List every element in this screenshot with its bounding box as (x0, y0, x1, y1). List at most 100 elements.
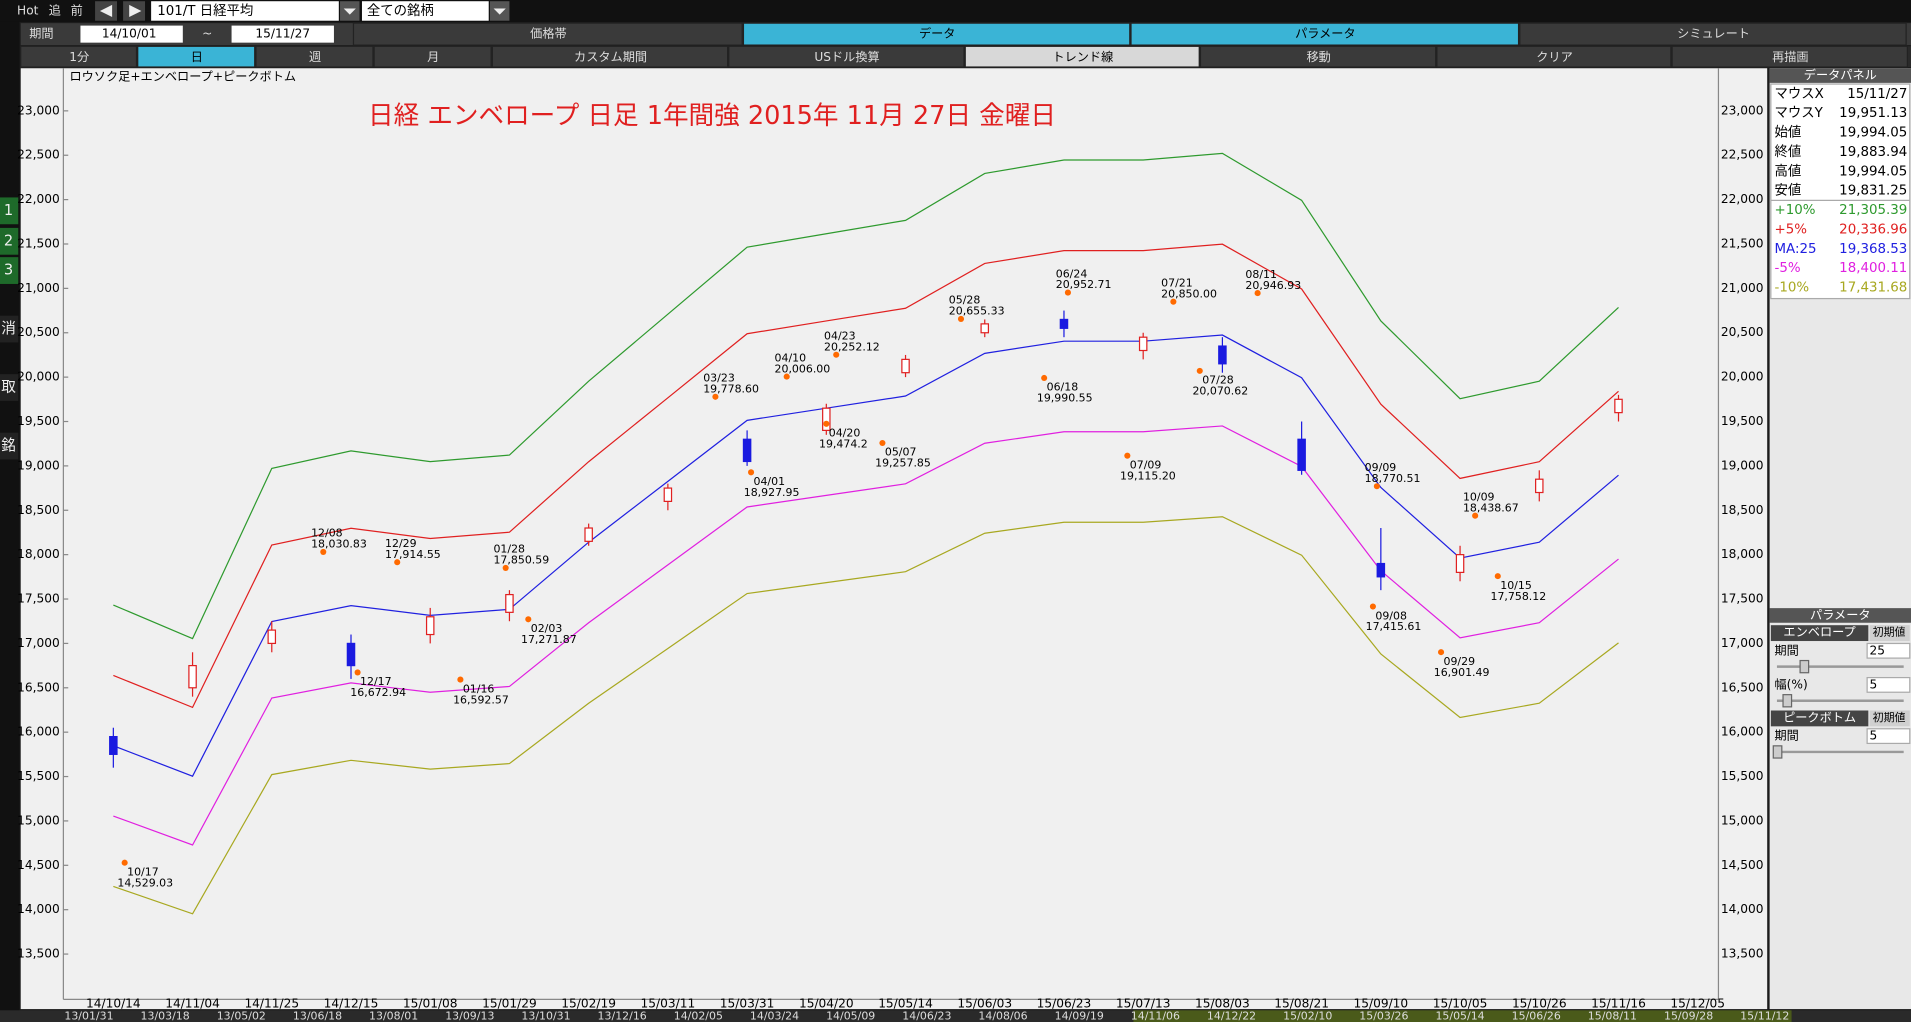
hot-button[interactable]: Hot (17, 3, 39, 17)
bottom-label: 17,271.87 (521, 633, 577, 646)
x-tick-label: 14/10/14 (86, 997, 141, 1011)
envelope-line (113, 516, 1619, 915)
sidebar-label[interactable]: 3 (4, 262, 13, 279)
slider-knob[interactable] (1782, 694, 1793, 708)
timeframe-button[interactable] (728, 45, 965, 68)
peak-label: 17,850.59 (493, 554, 549, 567)
param-input[interactable] (1866, 676, 1911, 693)
candle-body (742, 438, 752, 463)
timeframe-label[interactable]: USドル換算 (814, 49, 879, 64)
date-from-box[interactable] (80, 25, 183, 43)
timeframe-button[interactable] (255, 45, 374, 68)
tab-label[interactable]: 価格帯 (530, 26, 567, 41)
y-tick-label: 13,500 (17, 947, 60, 961)
sidebar-button[interactable] (0, 227, 19, 255)
reset-label[interactable]: 初期値 (1873, 626, 1906, 639)
peak-marker (525, 616, 532, 623)
bottom-label: 18,927.95 (744, 486, 800, 499)
tab-label[interactable]: シミュレート (1677, 27, 1750, 41)
timeframe-button[interactable] (20, 45, 138, 68)
data-panel-label: MA:25 (1775, 242, 1817, 257)
timeframe-label[interactable]: クリア (1536, 50, 1573, 64)
param-label: 幅(%) (1775, 676, 1808, 691)
timeframe-label[interactable]: 移動 (1307, 50, 1331, 64)
add-button[interactable]: 追 (49, 2, 61, 17)
tab[interactable] (352, 22, 743, 46)
sidebar-button[interactable] (0, 257, 19, 284)
param-input[interactable] (1866, 728, 1911, 745)
param-input[interactable] (1866, 642, 1911, 659)
timeframe-button[interactable] (373, 45, 492, 68)
slider-knob[interactable] (1772, 745, 1783, 759)
timeframe-button[interactable] (1199, 45, 1437, 68)
candle-body (901, 358, 910, 374)
sidebar-label[interactable]: 消 (1, 320, 16, 337)
back-arrow-icon (99, 4, 113, 18)
peak-label: 20,946.93 (1245, 279, 1301, 292)
data-panel-value: 21,305.39 (1839, 203, 1907, 218)
y-tick-label-right: 15,000 (1721, 813, 1764, 827)
y-tick-label-right: 21,000 (1721, 281, 1764, 295)
tab[interactable] (1130, 22, 1520, 46)
timeframe-label[interactable]: 月 (427, 50, 439, 64)
sidebar-label[interactable]: 1 (4, 202, 13, 219)
sidebar-label[interactable]: 銘 (1, 437, 16, 454)
navigator-label: 15/06/26 (1512, 1009, 1561, 1022)
reset-button[interactable] (1869, 625, 1910, 642)
sidebar-label[interactable]: 2 (4, 232, 13, 249)
prev-button[interactable]: 前 (71, 2, 83, 17)
data-panel-value: 19,883.94 (1839, 145, 1907, 160)
reset-button[interactable] (1869, 710, 1910, 727)
candle-body (109, 735, 118, 755)
sidebar-label[interactable]: 取 (1, 379, 16, 396)
tab[interactable] (742, 22, 1131, 46)
sidebar-button[interactable] (0, 315, 19, 343)
peak-marker (1369, 603, 1376, 610)
bottom-date: 01/16 (463, 682, 495, 695)
peak-marker (1373, 483, 1380, 490)
data-panel-label: マウスX (1775, 86, 1824, 102)
slider-knob[interactable] (1799, 659, 1810, 674)
y-tick-label-right: 21,500 (1721, 236, 1764, 250)
navigator-label: 15/08/11 (1588, 1009, 1637, 1022)
timeframe-button[interactable] (1436, 45, 1672, 68)
peak-marker (1170, 298, 1177, 305)
sidebar-button[interactable] (0, 197, 19, 225)
navigator-label: 13/01/31 (64, 1009, 113, 1022)
sidebar-button[interactable] (0, 432, 19, 460)
y-tick-label-right: 16,500 (1721, 680, 1764, 694)
timeframe-label[interactable]: 1分 (69, 50, 89, 64)
y-tick-label: 15,000 (17, 813, 60, 827)
peak-date: 04/10 (775, 351, 807, 364)
sidebar-button[interactable] (0, 374, 19, 401)
candle-body (1138, 336, 1148, 352)
param-value[interactable]: 5 (1870, 677, 1878, 691)
timeframe-label[interactable]: 再描画 (1772, 50, 1809, 64)
param-value[interactable]: 5 (1870, 729, 1878, 743)
tab-label[interactable]: パラメータ (1295, 27, 1356, 41)
date-to-box[interactable] (231, 25, 334, 43)
timeframe-button[interactable] (964, 45, 1200, 68)
timeframe-button[interactable] (137, 45, 256, 68)
candle-body (188, 664, 197, 689)
x-tick-label: 15/05/14 (878, 997, 933, 1011)
timeframe-label[interactable]: カスタム期間 (574, 50, 647, 64)
data-panel-body (1770, 83, 1911, 300)
timeframe-label[interactable]: 週 (309, 50, 321, 64)
timeframe-label[interactable]: 日 (191, 50, 203, 64)
y-tick-label-right: 14,500 (1721, 858, 1764, 872)
navigator-label: 15/11/12 (1740, 1009, 1789, 1022)
timeframe-button[interactable] (491, 45, 729, 68)
x-tick-label: 15/12/05 (1670, 997, 1725, 1011)
bottom-date: 04/20 (829, 427, 861, 440)
x-tick-label: 15/04/20 (799, 997, 854, 1011)
tab-label[interactable]: データ (919, 26, 956, 41)
peak-date: 07/21 (1161, 276, 1193, 289)
timeframe-label[interactable]: トレンド線 (1052, 49, 1113, 64)
tab[interactable] (1519, 22, 1907, 46)
peak-date: 05/28 (949, 294, 981, 307)
timeframe-button[interactable] (1671, 45, 1908, 68)
param-value[interactable]: 25 (1870, 643, 1886, 657)
y-tick-label-right: 22,500 (1721, 148, 1764, 162)
reset-label[interactable]: 初期値 (1873, 711, 1906, 724)
